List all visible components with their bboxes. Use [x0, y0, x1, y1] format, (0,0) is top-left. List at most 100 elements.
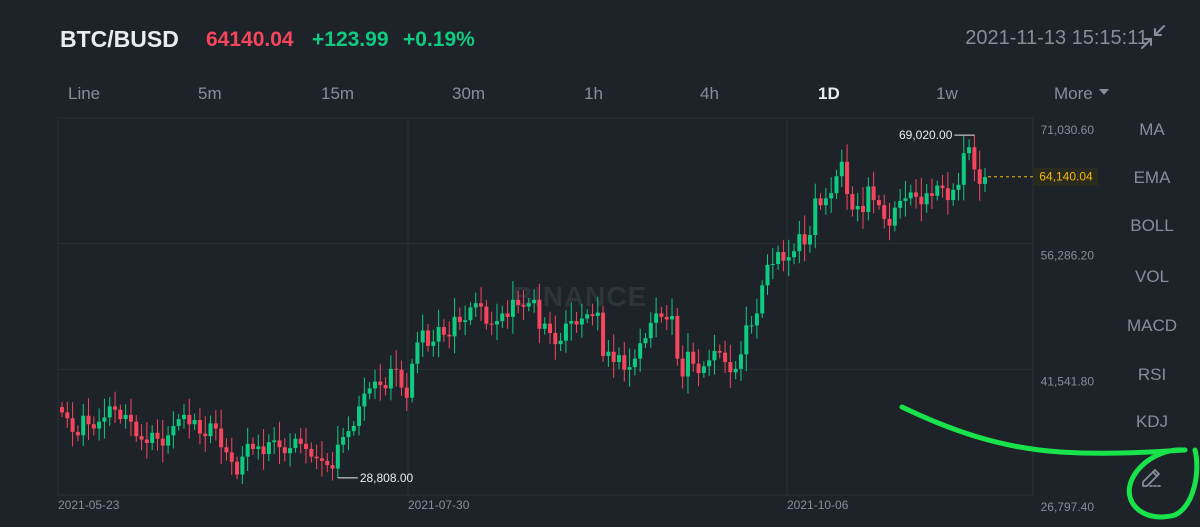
candle-body [659, 313, 664, 317]
pencil-icon[interactable] [1138, 462, 1166, 490]
candle-body [288, 448, 293, 454]
candle-body [537, 299, 542, 329]
candle-body [415, 342, 420, 364]
candle-body [229, 452, 234, 462]
candle-body [579, 318, 584, 325]
indicator-vol[interactable]: VOL [1134, 267, 1170, 286]
candle-body [155, 432, 160, 439]
candle-body [696, 363, 701, 374]
candle-body [277, 440, 282, 448]
candle-body [426, 330, 431, 346]
candle-body [850, 194, 855, 210]
high-label: 69,020.00 [899, 128, 953, 142]
candle-body [733, 368, 738, 373]
indicator-kdj[interactable]: KDJ [1135, 412, 1169, 431]
candle-body [304, 443, 309, 449]
indicator-rsi[interactable]: RSI [1137, 365, 1167, 384]
candle-body [208, 423, 213, 437]
binance-watermark: BINANCE [513, 281, 648, 312]
candle-body [675, 315, 680, 359]
candle-body [829, 193, 834, 199]
candle-body [404, 387, 409, 398]
tab-5m[interactable]: 5m [198, 84, 222, 103]
x-tick-label: 2021-07-30 [408, 498, 470, 512]
candle-body [362, 393, 367, 407]
collapse-arrows-icon[interactable] [1140, 24, 1166, 50]
tab-15m[interactable]: 15m [321, 84, 355, 103]
candle-body [60, 407, 64, 413]
candle-body [272, 440, 277, 443]
caret-down-icon [1098, 88, 1109, 95]
candle-body [548, 323, 553, 334]
candle-body [802, 234, 807, 245]
candle-body [144, 439, 149, 443]
candle-body [961, 153, 966, 185]
chart-grid [57, 117, 1034, 496]
candle-body [330, 465, 335, 469]
candle-body [728, 362, 733, 373]
candle-body [611, 351, 616, 363]
tab-4h[interactable]: 4h [700, 84, 719, 103]
candle-body [399, 369, 404, 388]
candle-body [749, 325, 754, 327]
candle-body [521, 304, 526, 307]
candle-body [558, 340, 563, 345]
candle-body [176, 419, 181, 426]
candle-body [81, 415, 86, 436]
candle-body [489, 323, 494, 325]
candle-body [436, 327, 441, 342]
candle-body [876, 200, 881, 206]
indicator-ema[interactable]: EMA [1133, 168, 1171, 187]
candle-body [574, 321, 579, 325]
tab-1h[interactable]: 1h [584, 84, 603, 103]
candlestick-chart[interactable]: BINANCE 71,030.60 56,286.20 41,541.80 26,79… [0, 110, 1110, 527]
indicator-boll[interactable]: BOLL [1130, 216, 1174, 235]
candle-body [219, 428, 224, 448]
candle-body [680, 358, 685, 377]
candle-body [717, 350, 722, 353]
x-tick-label: 2021-10-06 [787, 498, 849, 512]
candle-body [723, 352, 728, 363]
candle-body [182, 414, 187, 420]
candle-body [532, 299, 537, 304]
low-label: 28,808.00 [360, 471, 414, 485]
candle-body [638, 343, 643, 359]
candle-body [70, 418, 75, 432]
candle-body [160, 438, 165, 446]
candle-body [935, 185, 940, 196]
candle-body [569, 321, 574, 324]
tab-1d[interactable]: 1D [818, 84, 840, 103]
candle-body [479, 303, 484, 307]
candle-body [892, 207, 897, 226]
candle-body [712, 350, 717, 361]
candle-body [97, 421, 102, 429]
candle-body [860, 206, 865, 213]
trading-pair[interactable]: BTC/BUSD [60, 26, 179, 52]
candle-body [744, 325, 749, 355]
candle-body [357, 406, 362, 426]
candle-body [792, 251, 797, 258]
tab-line[interactable]: Line [68, 84, 101, 103]
candle-body [431, 341, 436, 346]
candle-body [627, 367, 632, 370]
candle-body [983, 177, 987, 184]
candle-body [463, 320, 468, 322]
candle-body [500, 313, 505, 322]
candle-body [670, 315, 675, 320]
candle-body [468, 307, 473, 321]
tab-1w[interactable]: 1w [936, 84, 958, 103]
candle-body [945, 188, 950, 201]
candle-body [224, 447, 229, 453]
price-change-percent: +0.19% [403, 28, 475, 51]
candle-body [420, 330, 425, 343]
candle-body [707, 360, 712, 367]
candle-body [91, 424, 96, 429]
candle-body [250, 443, 255, 449]
candle-body [335, 444, 340, 469]
indicator-ma[interactable]: MA [1139, 120, 1165, 139]
candle-body [786, 257, 791, 261]
tab-30m[interactable]: 30m [452, 84, 486, 103]
indicator-macd[interactable]: MACD [1126, 316, 1178, 335]
candle-body [256, 446, 261, 449]
tab-more[interactable]: More [1054, 84, 1109, 104]
